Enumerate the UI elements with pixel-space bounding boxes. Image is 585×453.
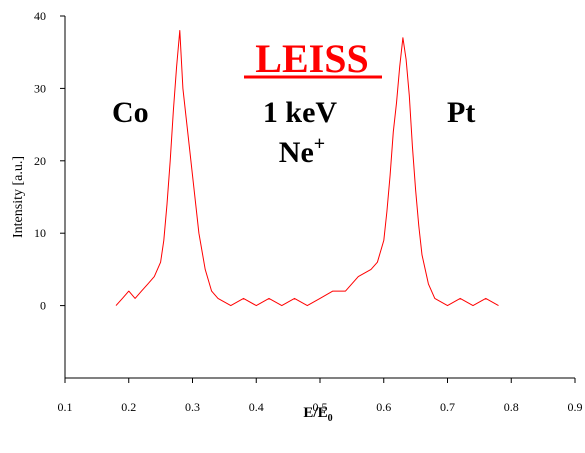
annotation-ion-superscript: +	[314, 133, 325, 155]
annotation-pt: Pt	[447, 96, 475, 129]
y-tick-label: 10	[34, 226, 46, 240]
x-tick-label: 0.9	[568, 400, 583, 414]
x-tick-label: 0.4	[249, 400, 264, 414]
x-tick-label: 0.6	[376, 400, 391, 414]
y-tick-label: 0	[40, 299, 46, 313]
x-tick-label: 0.7	[440, 400, 455, 414]
y-tick-label: 20	[34, 154, 46, 168]
x-tick-label: 0.2	[121, 400, 136, 414]
ticks-layer: 0.1 0.2 0.3 0.4 0.5 0.6 0.7 0.8 0.9 0 10 20 30 40	[34, 9, 583, 414]
x-tick-label: 0.3	[185, 400, 200, 414]
series-line	[115, 30, 499, 307]
x-tick-label: 0.8	[504, 400, 519, 414]
data-layer	[115, 30, 499, 307]
annotation-ion: Ne+	[279, 133, 325, 169]
x-axis-label-subscript: 0	[328, 413, 333, 424]
y-axis-label: Intensity [a.u.]	[11, 156, 26, 238]
x-axis-label-text: E/E	[303, 405, 327, 421]
chart-title: LEISS	[255, 36, 368, 81]
y-tick-label: 40	[34, 9, 46, 23]
annotation-co: Co	[112, 96, 149, 129]
y-tick-label: 30	[34, 81, 46, 95]
annotation-ion-text: Ne	[279, 136, 314, 169]
x-axis-label: E/E0	[303, 405, 332, 424]
x-tick-label: 0.1	[58, 400, 73, 414]
x-tick-label: 0.5	[313, 400, 328, 414]
annotation-energy: 1 keV	[263, 96, 338, 129]
